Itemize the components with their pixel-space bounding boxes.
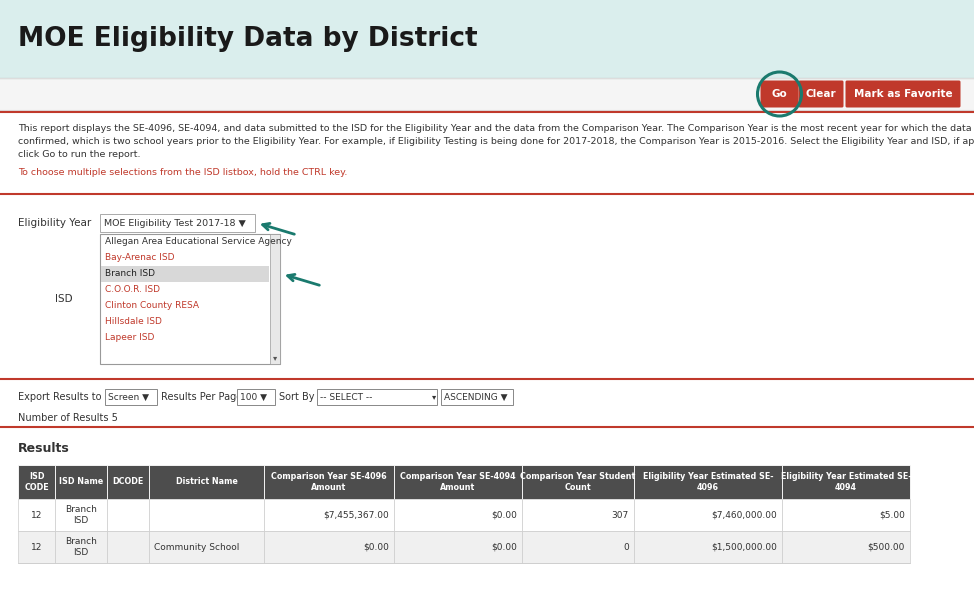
Text: Community School: Community School — [154, 542, 240, 551]
FancyBboxPatch shape — [101, 266, 269, 282]
Text: Go: Go — [771, 89, 787, 99]
FancyBboxPatch shape — [55, 499, 107, 531]
Text: MOE Eligibility Data by District: MOE Eligibility Data by District — [18, 26, 477, 52]
Text: 100 ▼: 100 ▼ — [240, 392, 267, 401]
Text: Eligibility Year Estimated SE-
4094: Eligibility Year Estimated SE- 4094 — [781, 472, 912, 492]
Text: 12: 12 — [31, 510, 42, 520]
Text: $500.00: $500.00 — [868, 542, 905, 551]
Text: Lapeer ISD: Lapeer ISD — [105, 334, 154, 343]
FancyBboxPatch shape — [264, 499, 394, 531]
Text: Results Per Page: Results Per Page — [161, 392, 243, 402]
Text: click Go to run the report.: click Go to run the report. — [18, 150, 140, 159]
Text: Comparison Year Student
Count: Comparison Year Student Count — [520, 472, 636, 492]
FancyBboxPatch shape — [149, 531, 264, 563]
Text: ISD
CODE: ISD CODE — [24, 472, 49, 492]
FancyBboxPatch shape — [394, 531, 522, 563]
FancyBboxPatch shape — [18, 499, 55, 531]
FancyBboxPatch shape — [237, 389, 275, 405]
Text: confirmed, which is two school years prior to the Eligibility Year. For example,: confirmed, which is two school years pri… — [18, 137, 974, 146]
Text: MOE Eligibility Test 2017-18 ▼: MOE Eligibility Test 2017-18 ▼ — [104, 218, 245, 228]
FancyBboxPatch shape — [845, 81, 960, 108]
Text: 12: 12 — [31, 542, 42, 551]
FancyBboxPatch shape — [634, 465, 782, 499]
Text: District Name: District Name — [175, 477, 238, 487]
FancyBboxPatch shape — [18, 465, 55, 499]
Text: Clear: Clear — [805, 89, 837, 99]
FancyBboxPatch shape — [441, 389, 513, 405]
Text: Eligibility Year Estimated SE-
4096: Eligibility Year Estimated SE- 4096 — [643, 472, 773, 492]
FancyBboxPatch shape — [0, 0, 974, 78]
Text: Branch ISD: Branch ISD — [105, 269, 155, 278]
Text: Hillsdale ISD: Hillsdale ISD — [105, 318, 162, 326]
FancyBboxPatch shape — [55, 465, 107, 499]
Text: ISD Name: ISD Name — [58, 477, 103, 487]
Text: ASCENDING ▼: ASCENDING ▼ — [444, 392, 507, 401]
Text: Branch
ISD: Branch ISD — [65, 506, 97, 524]
Text: $0.00: $0.00 — [491, 542, 517, 551]
Text: Eligibility Year: Eligibility Year — [18, 218, 92, 228]
Text: Branch
ISD: Branch ISD — [65, 537, 97, 557]
Text: Clinton County RESA: Clinton County RESA — [105, 302, 199, 310]
Text: C.O.O.R. ISD: C.O.O.R. ISD — [105, 286, 160, 294]
Text: Mark as Favorite: Mark as Favorite — [853, 89, 953, 99]
Text: Bay-Arenac ISD: Bay-Arenac ISD — [105, 253, 174, 263]
FancyBboxPatch shape — [799, 81, 843, 108]
FancyBboxPatch shape — [107, 499, 149, 531]
FancyBboxPatch shape — [100, 234, 280, 364]
Text: This report displays the SE-4096, SE-4094, and data submitted to the ISD for the: This report displays the SE-4096, SE-409… — [18, 124, 974, 133]
FancyBboxPatch shape — [149, 499, 264, 531]
FancyBboxPatch shape — [55, 531, 107, 563]
Text: Screen ▼: Screen ▼ — [108, 392, 149, 401]
FancyBboxPatch shape — [107, 465, 149, 499]
Text: $7,460,000.00: $7,460,000.00 — [711, 510, 777, 520]
Text: $0.00: $0.00 — [491, 510, 517, 520]
Text: -- SELECT --: -- SELECT -- — [320, 392, 372, 401]
Text: $0.00: $0.00 — [363, 542, 389, 551]
FancyBboxPatch shape — [264, 465, 394, 499]
FancyBboxPatch shape — [761, 81, 799, 108]
FancyBboxPatch shape — [105, 389, 157, 405]
FancyBboxPatch shape — [394, 499, 522, 531]
FancyBboxPatch shape — [264, 531, 394, 563]
Text: $1,500,000.00: $1,500,000.00 — [711, 542, 777, 551]
Text: Number of Results 5: Number of Results 5 — [18, 413, 118, 423]
FancyBboxPatch shape — [782, 499, 910, 531]
Text: $7,455,367.00: $7,455,367.00 — [323, 510, 389, 520]
Text: ▾: ▾ — [273, 354, 278, 362]
FancyBboxPatch shape — [522, 465, 634, 499]
FancyBboxPatch shape — [394, 465, 522, 499]
Text: Sort By: Sort By — [279, 392, 315, 402]
Text: DCODE: DCODE — [112, 477, 143, 487]
FancyBboxPatch shape — [782, 531, 910, 563]
FancyBboxPatch shape — [522, 499, 634, 531]
FancyBboxPatch shape — [149, 465, 264, 499]
Text: To choose multiple selections from the ISD listbox, hold the CTRL key.: To choose multiple selections from the I… — [18, 168, 348, 177]
FancyBboxPatch shape — [100, 214, 255, 232]
Text: 0: 0 — [623, 542, 629, 551]
Text: Results: Results — [18, 442, 70, 455]
Text: Allegan Area Educational Service Agency: Allegan Area Educational Service Agency — [105, 237, 292, 247]
Text: 307: 307 — [612, 510, 629, 520]
FancyBboxPatch shape — [0, 78, 974, 110]
FancyBboxPatch shape — [634, 499, 782, 531]
Text: Comparison Year SE-4096
Amount: Comparison Year SE-4096 Amount — [271, 472, 387, 492]
FancyBboxPatch shape — [522, 531, 634, 563]
FancyBboxPatch shape — [634, 531, 782, 563]
FancyBboxPatch shape — [782, 465, 910, 499]
Text: $5.00: $5.00 — [880, 510, 905, 520]
FancyBboxPatch shape — [107, 531, 149, 563]
FancyBboxPatch shape — [270, 234, 280, 364]
FancyBboxPatch shape — [317, 389, 437, 405]
Text: ▾: ▾ — [431, 392, 436, 401]
Text: Export Results to: Export Results to — [18, 392, 101, 402]
Text: Comparison Year SE-4094
Amount: Comparison Year SE-4094 Amount — [400, 472, 516, 492]
FancyBboxPatch shape — [18, 531, 55, 563]
Text: ISD: ISD — [55, 294, 73, 304]
